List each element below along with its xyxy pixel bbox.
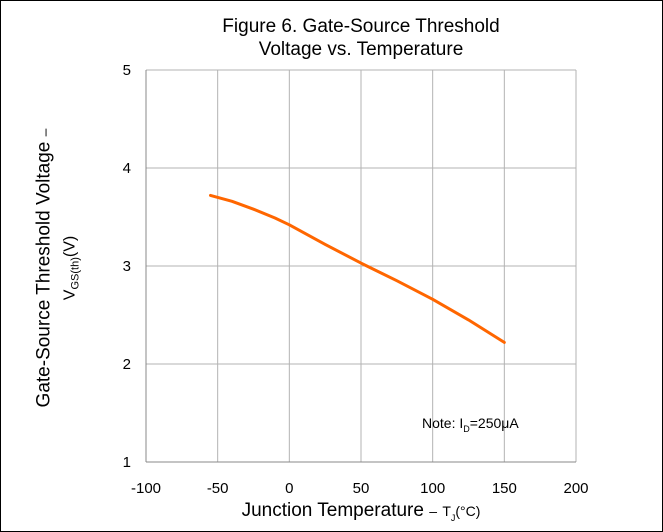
- x-tick-label: -100: [131, 480, 161, 497]
- y-tick-label: 4: [123, 160, 131, 177]
- test-condition-note: Note: ID=250μA: [422, 415, 519, 434]
- x-axis-label-text: Junction Temperature: [242, 500, 424, 521]
- y-tick-label: 1: [123, 454, 131, 471]
- y-axis-symbol: V: [61, 290, 78, 301]
- series-line: [211, 195, 505, 342]
- y-tick-label: 3: [123, 258, 131, 275]
- x-tick-label: 100: [420, 480, 445, 497]
- x-tick-label: 50: [353, 480, 370, 497]
- y-axis-label-dash: –: [36, 129, 52, 137]
- note-suffix: =250μA: [470, 415, 519, 431]
- note-prefix: Note: I: [422, 415, 463, 431]
- x-tick-label: 0: [285, 480, 293, 497]
- y-axis-symbol-sub: GS(th): [70, 257, 82, 289]
- x-axis-unit: (°C): [455, 503, 480, 519]
- y-axis-unit: (V): [61, 236, 78, 257]
- x-axis-label-dash: –: [429, 503, 437, 519]
- x-tick-label: 200: [563, 480, 588, 497]
- y-axis-label-text: Gate-Source Threshold Voltage: [33, 142, 54, 408]
- y-tick-label: 2: [123, 356, 131, 373]
- x-axis-symbol: T: [442, 503, 451, 519]
- x-tick-label: -50: [207, 480, 229, 497]
- x-axis-label: Junction Temperature – TJ(°C): [146, 500, 576, 523]
- y-tick-label: 5: [123, 62, 131, 79]
- x-tick-label: 150: [492, 480, 517, 497]
